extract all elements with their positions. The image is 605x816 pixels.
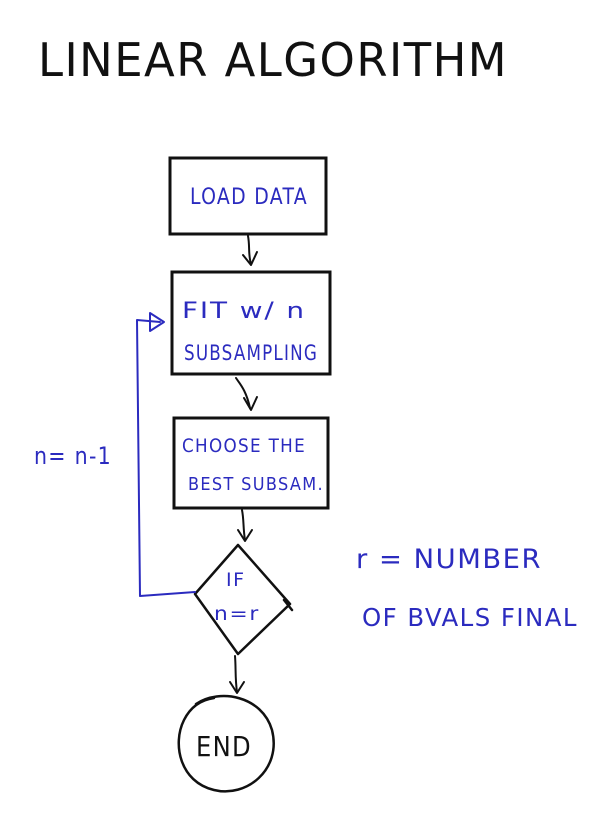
decision-label-line1: IF bbox=[226, 569, 246, 591]
load-data-box bbox=[168, 156, 328, 236]
arrow-choose-to-decision bbox=[237, 509, 253, 542]
page-title: LINEAR ALGORITHM bbox=[38, 33, 508, 87]
loop-back-arrow bbox=[136, 312, 196, 597]
arrow-decision-to-end bbox=[229, 655, 245, 694]
load-data-label: LOAD DATA bbox=[190, 185, 308, 210]
arrow-load-to-fit bbox=[242, 235, 258, 266]
fit-subsampling-box bbox=[170, 270, 332, 376]
choose-label-line1: CHOOSE THE bbox=[182, 435, 306, 457]
choose-label-line2: BEST SUBSAM. bbox=[188, 474, 324, 495]
decision-label-line2: n=r bbox=[214, 603, 260, 625]
arrow-fit-to-choose bbox=[235, 377, 258, 411]
fit-label-line1: FIT w/ n bbox=[182, 299, 306, 324]
note-line1: r = NUMBER bbox=[356, 544, 542, 575]
note-line2: OF BVALS FINAL bbox=[362, 603, 578, 632]
loop-decrement-label: n= n-1 bbox=[34, 442, 112, 470]
decision-diamond bbox=[193, 543, 294, 656]
choose-best-box bbox=[172, 416, 330, 510]
fit-label-line2: SUBSAMPLING bbox=[184, 341, 318, 365]
end-circle bbox=[177, 694, 275, 793]
end-label: END bbox=[196, 730, 252, 763]
